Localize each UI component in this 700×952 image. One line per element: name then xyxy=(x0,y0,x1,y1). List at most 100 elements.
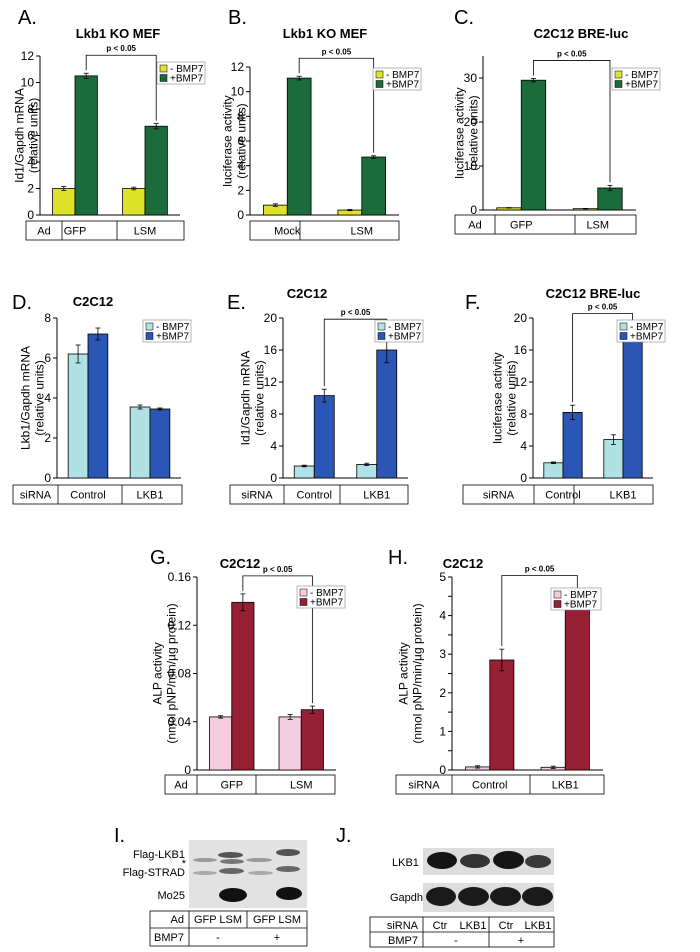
blot-band xyxy=(193,858,217,862)
x-category-label: GFP xyxy=(220,780,243,792)
y-tick-label: 20 xyxy=(514,311,528,325)
y-axis-label: Id1/Gapdh mRNA(relative units) xyxy=(13,88,41,183)
bar-g-lsm-1 xyxy=(300,709,324,771)
x-category-label: Mock xyxy=(274,226,301,238)
table-frame xyxy=(454,214,637,235)
legend: - BMP7+BMP7 xyxy=(550,587,602,611)
y-axis-label-line: luciferase activity xyxy=(453,87,467,178)
blot-band xyxy=(426,887,456,906)
legend-swatch xyxy=(553,600,562,608)
y-tick-label: 0.04 xyxy=(168,715,192,729)
y-tick-label: 2 xyxy=(44,431,51,445)
y-tick-label: 0 xyxy=(470,203,477,217)
chart-panel-h: H. C2C12 ALP activity(nmol pNP/min/µg prot… xyxy=(388,547,605,795)
table-row-header: Ad xyxy=(171,914,184,926)
bar-a-gfp-0 xyxy=(52,188,76,216)
x-category-label: GFP xyxy=(64,226,87,238)
y-tick-label: 0 xyxy=(520,471,527,485)
y-tick-label: 10 xyxy=(231,85,245,99)
significance-bracket xyxy=(242,575,313,704)
y-tick-label: 1 xyxy=(439,724,446,738)
y-tick-label: 4 xyxy=(520,439,527,453)
blot-band xyxy=(490,887,521,906)
y-tick-label: 0.12 xyxy=(168,618,192,632)
chart-title: C2C12 xyxy=(220,556,260,571)
bar-f-control-0 xyxy=(543,462,564,479)
y-tick-label: 8 xyxy=(237,109,244,123)
y-tick-label: 4 xyxy=(44,391,51,405)
legend: - BMP7+BMP7 xyxy=(142,319,192,343)
y-axis-label-line: Lkb1/Gapdh mRNA xyxy=(19,346,33,450)
blot-row-label: LKB1 xyxy=(392,857,419,869)
table-row-header: Ad xyxy=(174,780,187,792)
legend-swatch xyxy=(159,74,168,82)
y-tick-label: 16 xyxy=(514,343,528,357)
y-axis-label: luciferase activity(relative units) xyxy=(453,87,481,178)
legend-label: +BMP7 xyxy=(564,600,598,611)
table-row-header: siRNA xyxy=(241,490,273,502)
legend-label: +BMP7 xyxy=(156,332,190,343)
y-tick-label: 3 xyxy=(439,647,446,661)
y-tick-label: 2 xyxy=(439,686,446,700)
chart-title: Lkb1 KO MEF xyxy=(76,26,161,41)
x-category-label: LSM xyxy=(290,780,313,792)
y-tick-label: 8 xyxy=(270,407,277,421)
panel-label: F. xyxy=(465,292,481,314)
legend-label: +BMP7 xyxy=(386,80,420,91)
legend: - BMP7+BMP7 xyxy=(611,67,661,91)
legend-swatch xyxy=(375,80,384,88)
table-frame xyxy=(229,484,409,505)
bar-e-control-1 xyxy=(313,395,335,479)
legend-label: - BMP7 xyxy=(388,322,422,333)
y-axis-label: Lkb1/Gapdh mRNA(relative units) xyxy=(19,346,47,450)
blot-band xyxy=(218,852,243,858)
legend-label: +BMP7 xyxy=(630,332,664,343)
legend-swatch xyxy=(145,332,154,340)
bar-d-lkb1-1 xyxy=(149,408,171,479)
legend-swatch xyxy=(619,332,628,340)
panel-label: I. xyxy=(114,825,125,847)
panel-label: B. xyxy=(228,7,247,29)
y-tick-label: 12 xyxy=(264,375,278,389)
y-axis-label: ALP activity(nmol pNP/min/µg protein) xyxy=(151,603,179,743)
legend-swatch xyxy=(145,322,154,331)
blot-row-label: * xyxy=(182,858,187,870)
table-row-header: Ad xyxy=(468,220,481,232)
x-category-label: LKB1 xyxy=(610,490,637,502)
y-tick-label: 4 xyxy=(270,439,277,453)
bar-e-control-0 xyxy=(293,465,315,479)
chart-title: C2C12 xyxy=(443,556,483,571)
blot-band xyxy=(246,858,272,862)
legend-label: +BMP7 xyxy=(625,80,659,91)
table-row-header: siRNA xyxy=(483,490,515,502)
panel-label: G. xyxy=(150,547,171,569)
legend-label: - BMP7 xyxy=(170,64,204,75)
significance-label: p < 0.05 xyxy=(106,44,136,53)
y-axis-label: ALP activity(nmol pNP/min/µg protein) xyxy=(397,603,425,743)
table-frame xyxy=(395,774,605,795)
legend-label: - BMP7 xyxy=(386,70,420,81)
bar-f-control-1 xyxy=(562,411,583,479)
significance-label: p < 0.05 xyxy=(588,303,618,312)
chart-title: C2C12 xyxy=(73,294,113,309)
table-frame xyxy=(149,910,308,947)
y-axis-label: Id1/Gapdh mRNA(relative units) xyxy=(239,351,267,446)
table-row-header: Ad xyxy=(37,226,50,238)
significance-bracket xyxy=(501,575,578,647)
significance-label: p < 0.05 xyxy=(322,47,352,56)
significance-label: p < 0.05 xyxy=(557,49,587,58)
blot-row-label: Gapdh xyxy=(390,892,423,904)
blot-row-label: Mo25 xyxy=(157,890,185,902)
y-tick-label: 2 xyxy=(237,183,244,197)
y-axis-label-line: Id1/Gapdh mRNA xyxy=(13,88,27,183)
panel-label: D. xyxy=(12,292,32,314)
blot-band xyxy=(458,887,489,906)
category-table: siRNA Control LKB1 xyxy=(395,774,605,795)
bar-b-mock-1 xyxy=(286,77,312,216)
bar-a-lsm-0 xyxy=(122,188,146,216)
legend: - BMP7+BMP7 xyxy=(374,319,424,343)
y-tick-label: 0.08 xyxy=(168,667,192,681)
blot-band xyxy=(219,868,244,874)
category-table: Ad GFP LSM xyxy=(25,220,185,241)
bar-g-lsm-0 xyxy=(278,716,302,771)
